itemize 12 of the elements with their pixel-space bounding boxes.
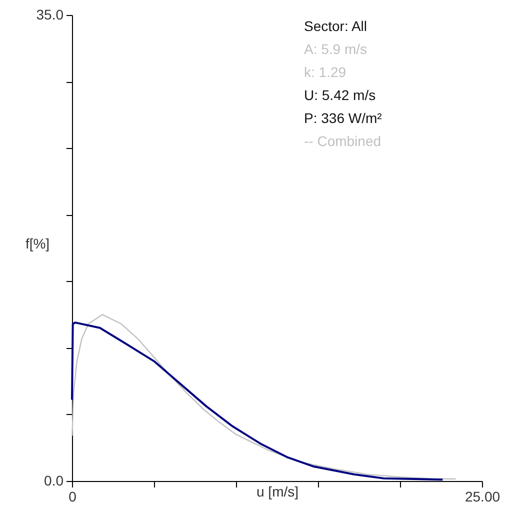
y-tick-label: 0.0 xyxy=(44,472,64,488)
annotation: P: 336 W/m² xyxy=(304,110,382,126)
annotation: A: 5.9 m/s xyxy=(304,41,368,57)
annotation: Sector: All xyxy=(304,18,368,34)
x-tick-label: 25.00 xyxy=(464,488,500,504)
y-axis-title: f[%] xyxy=(25,236,50,252)
y-tick-label: 35.0 xyxy=(36,6,64,22)
x-axis-title: u [m/s] xyxy=(256,484,299,500)
x-tick-label: 0 xyxy=(68,488,77,504)
annotation: k: 1.29 xyxy=(304,64,346,80)
annotation: U: 5.42 m/s xyxy=(304,87,376,103)
annotation: -- Combined xyxy=(304,133,382,149)
